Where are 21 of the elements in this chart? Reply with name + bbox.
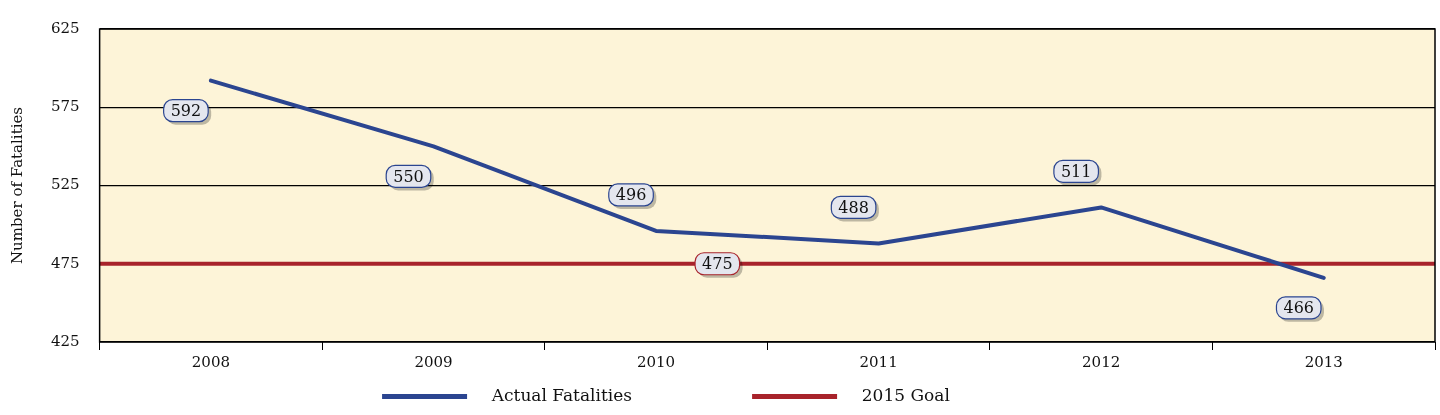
- data-label: 592: [170, 100, 202, 120]
- data-label: 496: [615, 185, 647, 205]
- y-tick-label: 525: [50, 175, 80, 194]
- legend-label: 2015 Goal: [845, 384, 1058, 405]
- x-tick-label: 2012: [1082, 352, 1121, 371]
- y-tick-label: 475: [50, 253, 80, 272]
- x-tick-label: 2011: [859, 352, 898, 371]
- x-tick-label: 2013: [1304, 352, 1343, 371]
- y-tick-label: 575: [50, 97, 80, 116]
- data-label: 511: [1060, 161, 1092, 181]
- y-axis-title: Number of Fatalities: [7, 106, 26, 265]
- y-tick-label: 625: [50, 18, 80, 37]
- x-tick-label: 2009: [414, 352, 453, 371]
- y-tick-label: 425: [50, 331, 80, 350]
- annotation: 475: [702, 253, 733, 273]
- data-label: 550: [393, 166, 424, 186]
- x-tick-label: 2008: [191, 352, 230, 371]
- x-tick-label: 2010: [636, 352, 676, 371]
- data-label: 466: [1283, 297, 1314, 317]
- legend-label: Actual Fatalities: [475, 384, 741, 405]
- data-label: 488: [838, 197, 869, 217]
